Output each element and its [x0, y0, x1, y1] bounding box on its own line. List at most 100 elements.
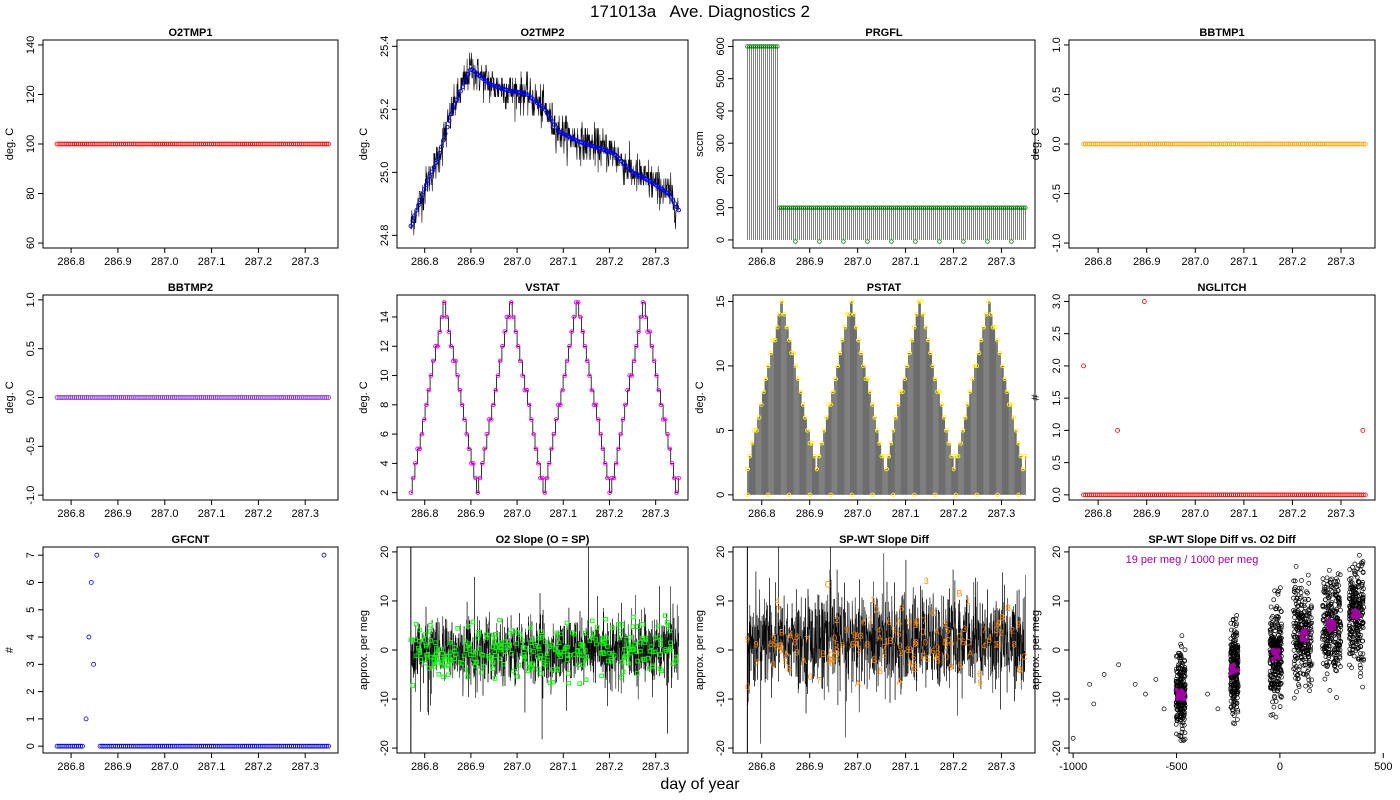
y-tick-label: 0.5	[1051, 87, 1063, 102]
data-point	[607, 490, 612, 495]
data-point	[453, 358, 458, 364]
data-point	[1231, 621, 1237, 627]
outlier-point	[86, 634, 92, 640]
data-point	[1324, 664, 1330, 670]
data-point	[619, 621, 625, 627]
x-tick-label: 287.3	[642, 256, 670, 268]
trend-point	[1300, 628, 1306, 634]
data-point	[974, 492, 979, 498]
x-tick-label: 287.3	[291, 761, 319, 773]
data-point	[1275, 688, 1280, 694]
y-tick-label: 25.4	[379, 36, 391, 57]
data-point	[756, 415, 762, 420]
plot-frame	[396, 39, 689, 249]
data-point	[1347, 577, 1352, 582]
data-label-point: B	[872, 655, 878, 665]
data-point	[1337, 572, 1343, 578]
data-point	[439, 144, 444, 149]
plot-area	[408, 300, 682, 495]
outlier-point	[1360, 427, 1366, 433]
data-point	[840, 337, 845, 343]
data-point	[326, 141, 332, 147]
data-label-point: 8	[792, 637, 797, 647]
trend-point	[1350, 613, 1355, 619]
y-tick-label: 200	[715, 166, 727, 184]
data-point	[841, 239, 846, 244]
data-point	[465, 674, 471, 680]
data-point	[974, 363, 980, 369]
data-point	[542, 490, 548, 495]
y-tick-label: 1.0	[25, 292, 37, 307]
data-point	[80, 743, 85, 749]
data-point	[1360, 595, 1366, 601]
y-tick-label: 24.8	[379, 225, 391, 246]
data-point	[1274, 664, 1280, 669]
data-point	[1358, 665, 1364, 671]
data-point	[816, 453, 822, 459]
data-point	[1303, 662, 1309, 668]
data-point	[452, 101, 458, 107]
data-label-point: 5	[783, 657, 788, 667]
data-point	[521, 656, 527, 662]
x-tick-label: 287.1	[550, 508, 578, 520]
data-point	[1350, 594, 1355, 600]
y-tick-label: 0	[379, 647, 391, 653]
data-point	[1267, 627, 1273, 633]
data-label-point: C	[965, 638, 972, 648]
data-point	[417, 639, 422, 644]
data-point	[1182, 667, 1188, 673]
outlier-point	[1141, 299, 1147, 304]
data-point	[426, 666, 432, 671]
data-point	[477, 646, 482, 651]
data-point	[930, 363, 935, 369]
data-point	[497, 656, 502, 662]
y-tick-label: 80	[25, 187, 37, 199]
data-point	[485, 653, 491, 659]
data-point	[1336, 600, 1341, 605]
data-point	[423, 660, 428, 666]
data-point	[657, 634, 662, 640]
data-point	[1357, 552, 1362, 558]
x-tick-label: 287.0	[503, 508, 531, 520]
data-point	[1322, 597, 1328, 603]
data-point	[1328, 601, 1334, 607]
data-point	[550, 119, 555, 124]
data-point	[1300, 657, 1306, 662]
data-point	[1182, 730, 1188, 736]
data-label-point: B	[834, 646, 840, 656]
data-label-point: 8	[768, 639, 773, 649]
data-point	[1292, 629, 1298, 635]
data-point	[1308, 683, 1313, 688]
y-tick-label: 0	[1051, 647, 1063, 653]
data-point	[674, 204, 680, 210]
data-point	[596, 417, 601, 422]
data-point	[566, 671, 571, 676]
data-point	[1179, 723, 1185, 728]
data-point	[1181, 738, 1187, 743]
y-tick-label: -1.0	[25, 486, 37, 505]
data-point	[580, 642, 585, 648]
data-point	[1352, 584, 1358, 590]
data-point	[650, 663, 656, 669]
x-tick-label: 287.1	[198, 761, 226, 773]
data-point	[1087, 681, 1093, 687]
data-point	[667, 446, 673, 452]
data-point	[981, 324, 986, 330]
panel-pstat: PSTAT deg. C 286.8 286.9 287.0 287.1 287.2 287.…	[694, 282, 1036, 520]
data-point	[1234, 621, 1239, 627]
data-label-point: 6	[931, 646, 936, 656]
y-tick-label: 4	[25, 634, 37, 640]
data-point	[571, 314, 577, 320]
data-point	[417, 627, 422, 633]
series-line	[410, 547, 680, 740]
y-tick-label: 3.0	[1051, 294, 1063, 309]
data-point	[410, 218, 416, 223]
data-point	[1175, 679, 1180, 685]
data-point	[526, 402, 532, 408]
data-point	[428, 622, 433, 628]
y-tick-label: 100	[715, 199, 727, 217]
data-point	[408, 490, 414, 495]
data-point	[490, 644, 495, 649]
data-point	[564, 652, 570, 657]
data-point	[1309, 677, 1315, 683]
